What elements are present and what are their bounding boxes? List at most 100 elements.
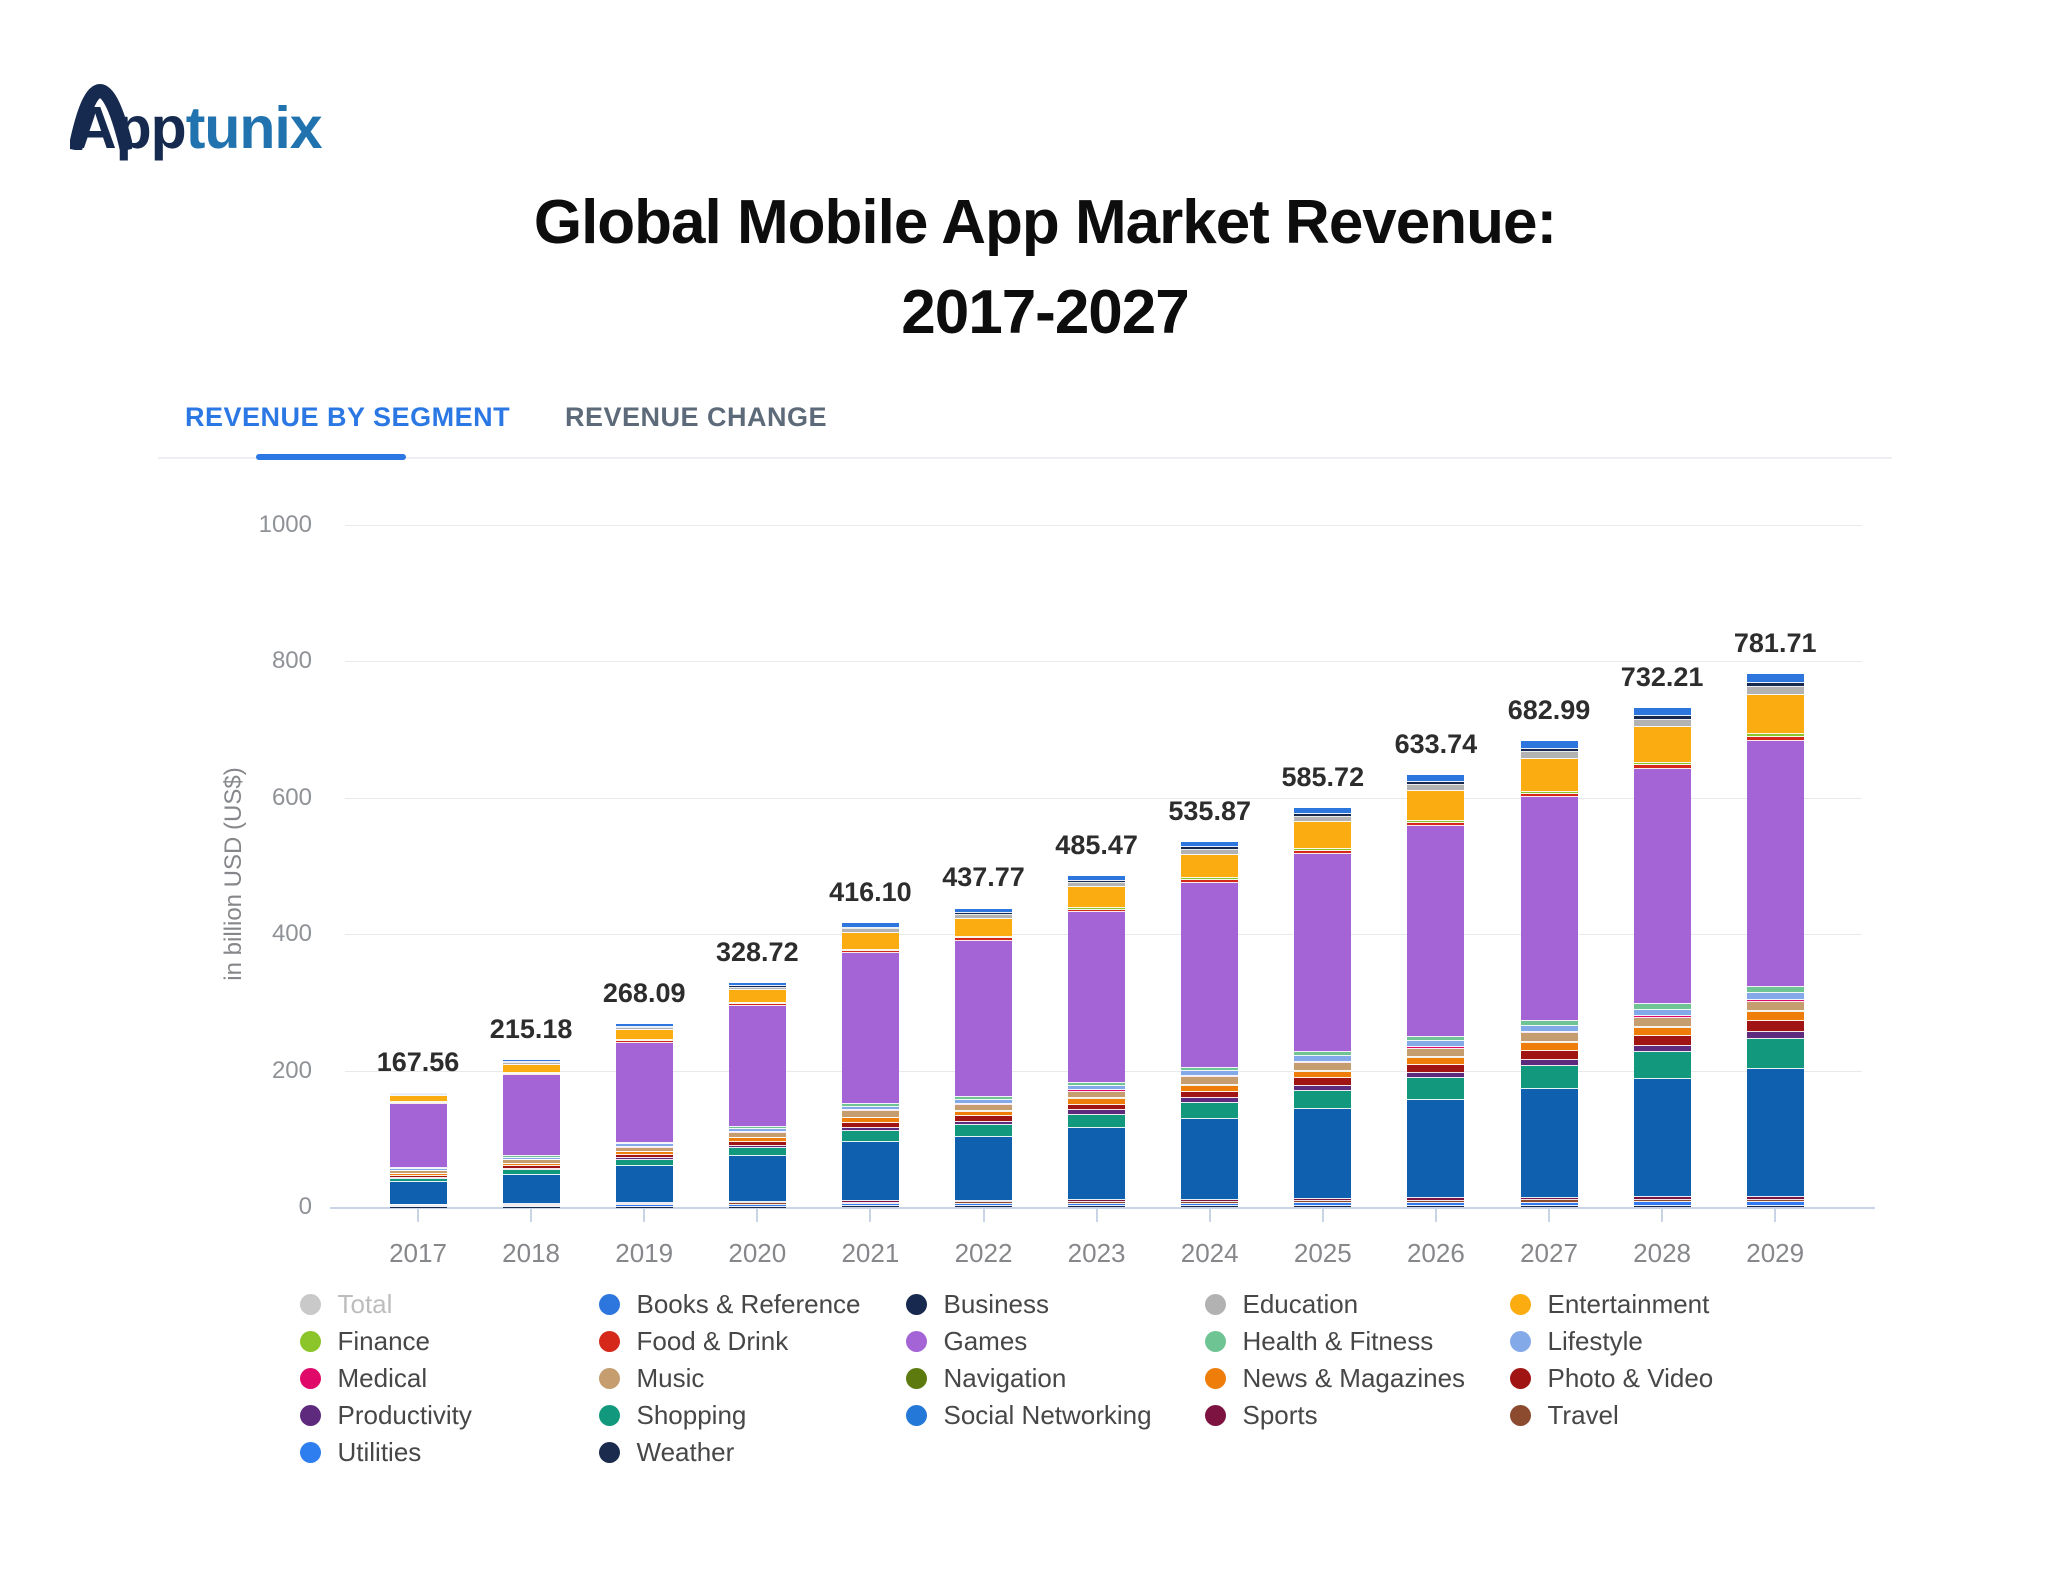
bar-segment[interactable] xyxy=(841,923,899,928)
bar-segment[interactable] xyxy=(955,908,1012,913)
bar-segment[interactable] xyxy=(1407,1041,1465,1047)
bar-segment[interactable] xyxy=(1068,881,1126,884)
bar-segment[interactable] xyxy=(1294,850,1352,854)
bar-segment[interactable] xyxy=(1181,1076,1239,1078)
bar-segment[interactable] xyxy=(615,1146,673,1148)
bar-segment[interactable] xyxy=(1520,748,1578,753)
legend-item-weather[interactable]: Weather xyxy=(598,1436,734,1470)
bar-segment[interactable] xyxy=(1407,1048,1465,1057)
bar-segment[interactable] xyxy=(1746,734,1804,737)
bar-segment[interactable] xyxy=(1181,1084,1239,1086)
bar-segment[interactable] xyxy=(1068,1099,1126,1105)
bar-segment[interactable] xyxy=(1520,1065,1578,1090)
bar-segment[interactable] xyxy=(615,1203,673,1205)
bar-segment[interactable] xyxy=(1746,1038,1804,1069)
bar-segment[interactable] xyxy=(841,1127,899,1132)
bar-segment[interactable] xyxy=(1294,853,1352,1053)
bar-segment[interactable] xyxy=(1520,1033,1578,1042)
legend-item-music[interactable]: Music xyxy=(598,1361,704,1395)
bar-segment[interactable] xyxy=(1181,1201,1239,1204)
bar-segment[interactable] xyxy=(1633,765,1691,770)
bar-segment[interactable] xyxy=(1520,1200,1578,1203)
bar-segment[interactable] xyxy=(1407,791,1465,821)
bar-segment[interactable] xyxy=(1746,683,1804,688)
bar-segment[interactable] xyxy=(389,1182,447,1205)
bar-segment[interactable] xyxy=(1746,1199,1804,1203)
bar-segment[interactable] xyxy=(1746,1011,1804,1013)
bar-segment[interactable] xyxy=(728,983,786,987)
legend-item-productivity[interactable]: Productivity xyxy=(299,1399,472,1433)
bar-segment[interactable] xyxy=(1746,736,1804,741)
bar-segment[interactable] xyxy=(955,1200,1012,1203)
bar-segment[interactable] xyxy=(1068,1206,1126,1207)
bar-segment[interactable] xyxy=(955,1104,1012,1111)
bar-segment[interactable] xyxy=(1068,1082,1126,1087)
bar-segment[interactable] xyxy=(728,1204,786,1207)
bar-segment[interactable] xyxy=(1520,1050,1578,1060)
bar-segment[interactable] xyxy=(502,1164,560,1167)
legend-item-travel[interactable]: Travel xyxy=(1509,1399,1619,1433)
bar-2029[interactable] xyxy=(1746,674,1804,1207)
legend-item-books-reference[interactable]: Books & Reference xyxy=(598,1287,861,1321)
bar-segment[interactable] xyxy=(841,951,899,954)
bar-segment[interactable] xyxy=(841,1118,899,1123)
bar-segment[interactable] xyxy=(1181,1077,1239,1085)
bar-segment[interactable] xyxy=(1746,1196,1804,1200)
bar-segment[interactable] xyxy=(728,1137,786,1139)
bar-segment[interactable] xyxy=(1520,1202,1578,1207)
bar-segment[interactable] xyxy=(615,1204,673,1206)
bar-segment[interactable] xyxy=(728,1126,786,1130)
bar-segment[interactable] xyxy=(502,1156,560,1158)
bar-2021[interactable] xyxy=(841,923,899,1207)
bar-segment[interactable] xyxy=(728,1131,786,1133)
bar-segment[interactable] xyxy=(502,1073,560,1075)
bar-2022[interactable] xyxy=(955,908,1012,1207)
bar-segment[interactable] xyxy=(1181,1085,1239,1092)
bar-segment[interactable] xyxy=(1520,1025,1578,1032)
bar-segment[interactable] xyxy=(1068,1098,1126,1100)
bar-segment[interactable] xyxy=(615,1160,673,1167)
bar-segment[interactable] xyxy=(1520,1089,1578,1198)
bar-segment[interactable] xyxy=(1407,822,1465,826)
bar-segment[interactable] xyxy=(1633,1009,1691,1017)
bar-segment[interactable] xyxy=(955,940,1012,1097)
legend-item-food-drink[interactable]: Food & Drink xyxy=(598,1324,788,1358)
bar-segment[interactable] xyxy=(841,1122,899,1128)
bar-segment[interactable] xyxy=(1633,1199,1691,1203)
bar-segment[interactable] xyxy=(1407,820,1465,823)
bar-segment[interactable] xyxy=(615,1029,673,1041)
bar-segment[interactable] xyxy=(389,1168,447,1170)
bar-segment[interactable] xyxy=(1520,791,1578,794)
bar-segment[interactable] xyxy=(1181,1098,1239,1103)
bar-segment[interactable] xyxy=(1407,1206,1465,1207)
bar-segment[interactable] xyxy=(1633,1205,1691,1207)
bar-segment[interactable] xyxy=(1407,1072,1465,1079)
bar-segment[interactable] xyxy=(615,1024,673,1027)
bar-segment[interactable] xyxy=(955,1136,1012,1201)
bar-segment[interactable] xyxy=(1181,1071,1239,1077)
bar-segment[interactable] xyxy=(955,1111,1012,1117)
bar-segment[interactable] xyxy=(841,1206,899,1207)
bar-segment[interactable] xyxy=(1294,848,1352,851)
bar-segment[interactable] xyxy=(1068,883,1126,888)
bar-segment[interactable] xyxy=(728,1138,786,1142)
bar-segment[interactable] xyxy=(1407,1078,1465,1100)
bar-segment[interactable] xyxy=(955,1103,1012,1105)
bar-segment[interactable] xyxy=(502,1157,560,1160)
bar-2026[interactable] xyxy=(1407,775,1465,1207)
bar-segment[interactable] xyxy=(1068,1104,1126,1111)
legend-item-entertainment[interactable]: Entertainment xyxy=(1509,1287,1709,1321)
bar-segment[interactable] xyxy=(1181,878,1239,881)
bar-segment[interactable] xyxy=(1633,1079,1691,1198)
bar-segment[interactable] xyxy=(1746,1031,1804,1039)
bar-segment[interactable] xyxy=(389,1174,447,1177)
bar-segment[interactable] xyxy=(389,1205,447,1207)
bar-segment[interactable] xyxy=(1520,1041,1578,1043)
bar-segment[interactable] xyxy=(1407,1200,1465,1203)
bar-segment[interactable] xyxy=(1633,1052,1691,1080)
bar-segment[interactable] xyxy=(728,987,786,991)
bar-segment[interactable] xyxy=(1633,1016,1691,1018)
bar-segment[interactable] xyxy=(1633,1036,1691,1046)
bar-segment[interactable] xyxy=(615,1028,673,1030)
bar-segment[interactable] xyxy=(1181,854,1239,879)
